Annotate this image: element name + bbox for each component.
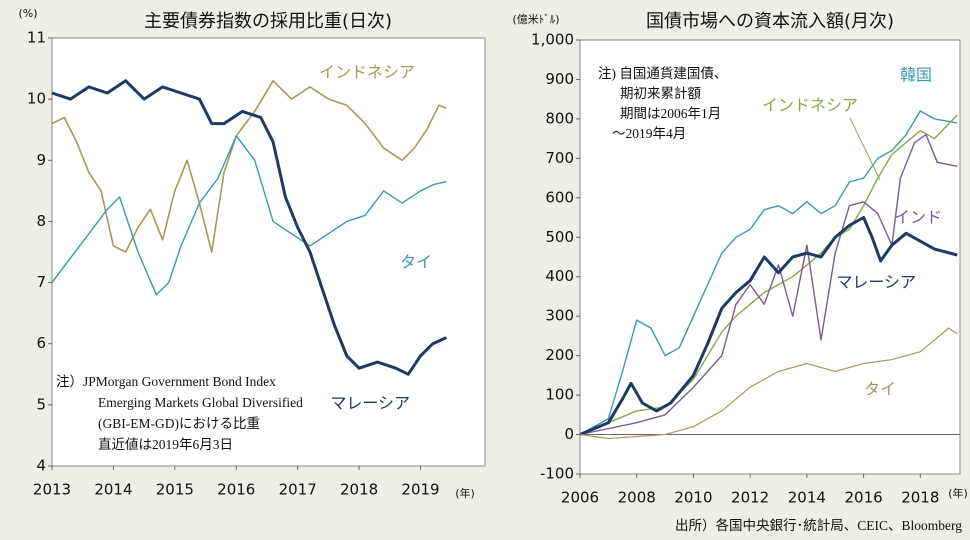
y-tick-label: 10 <box>27 90 46 108</box>
y-tick-label: 8 <box>36 212 46 230</box>
y-axis-label: (億米ﾄﾞﾙ) <box>512 13 559 26</box>
x-tick-label: 2015 <box>156 481 194 499</box>
label-arrow <box>849 117 881 181</box>
y-tick-label: 800 <box>545 109 574 127</box>
series-label: タイ <box>400 253 432 272</box>
y-tick-label: 1,000 <box>531 31 574 49</box>
y-tick-label: 600 <box>545 188 574 206</box>
series-label: マレーシア <box>330 394 410 413</box>
x-tick-label: 2008 <box>618 489 656 507</box>
series-label: 韓国 <box>900 66 932 85</box>
note-line: 注）JPMorgan Government Bond Index <box>56 374 276 389</box>
series-label: インドネシア <box>762 96 858 115</box>
series-line <box>579 110 958 436</box>
y-tick-label: 9 <box>36 151 46 169</box>
y-tick-label: 6 <box>36 334 46 352</box>
series-line <box>51 80 447 253</box>
series-line <box>579 134 958 436</box>
note-line: 期間は2006年1月 <box>620 106 721 121</box>
note-line: 注) 自国通貨建国債、 <box>598 65 727 81</box>
y-tick-label: 0 <box>564 425 574 443</box>
y-axis-label: (%) <box>18 7 37 20</box>
x-tick-label: 2006 <box>561 489 599 507</box>
y-tick-label: 4 <box>36 457 46 475</box>
y-tick-label: 5 <box>36 395 46 413</box>
x-axis-label: (年) <box>455 486 475 500</box>
y-tick-label: 100 <box>545 386 574 404</box>
series-line <box>51 135 447 296</box>
chart-title: 主要債券指数の採用比重(日次) <box>144 11 392 32</box>
series-line <box>579 327 958 440</box>
y-tick-label: 7 <box>36 273 46 291</box>
series-line <box>51 79 447 376</box>
y-tick-label: 400 <box>545 267 574 285</box>
y-tick-label: 11 <box>27 29 46 47</box>
y-tick-label: -100 <box>540 465 574 483</box>
x-tick-label: 2018 <box>340 481 378 499</box>
y-tick-label: 900 <box>545 70 574 88</box>
y-tick-label: 200 <box>545 346 574 364</box>
y-tick-label: 300 <box>545 307 574 325</box>
series-label: インド <box>894 208 942 227</box>
series-label: マレーシア <box>836 273 916 292</box>
x-axis-label: (年) <box>948 486 968 500</box>
x-tick-label: 2012 <box>731 489 769 507</box>
source: 出所）各国中央銀行･統計局、CEIC、Bloomberg <box>675 518 962 533</box>
y-tick-label: 700 <box>545 149 574 167</box>
chart-title: 国債市場への資本流入額(月次) <box>646 11 894 32</box>
y-tick-label: 500 <box>545 228 574 246</box>
note-line: (GBI-EM-GD)における比重 <box>98 416 260 431</box>
x-tick-label: 2014 <box>94 481 132 499</box>
x-tick-label: 2010 <box>674 489 712 507</box>
series-label: タイ <box>864 380 896 399</box>
note-line: ～2019年4月 <box>612 126 686 141</box>
x-tick-label: 2017 <box>279 481 317 499</box>
note-line: 直近値は2019年6月3日 <box>98 437 233 452</box>
note-line: 期初来累計額 <box>620 85 701 101</box>
x-tick-label: 2016 <box>844 489 882 507</box>
note-line: Emerging Markets Global Diversified <box>98 395 303 410</box>
x-tick-label: 2018 <box>901 489 939 507</box>
x-tick-label: 2019 <box>401 481 439 499</box>
x-tick-label: 2014 <box>788 489 826 507</box>
x-tick-label: 2016 <box>217 481 255 499</box>
series-line <box>579 216 958 436</box>
x-tick-label: 2013 <box>33 481 71 499</box>
series-label: インドネシア <box>319 63 415 82</box>
